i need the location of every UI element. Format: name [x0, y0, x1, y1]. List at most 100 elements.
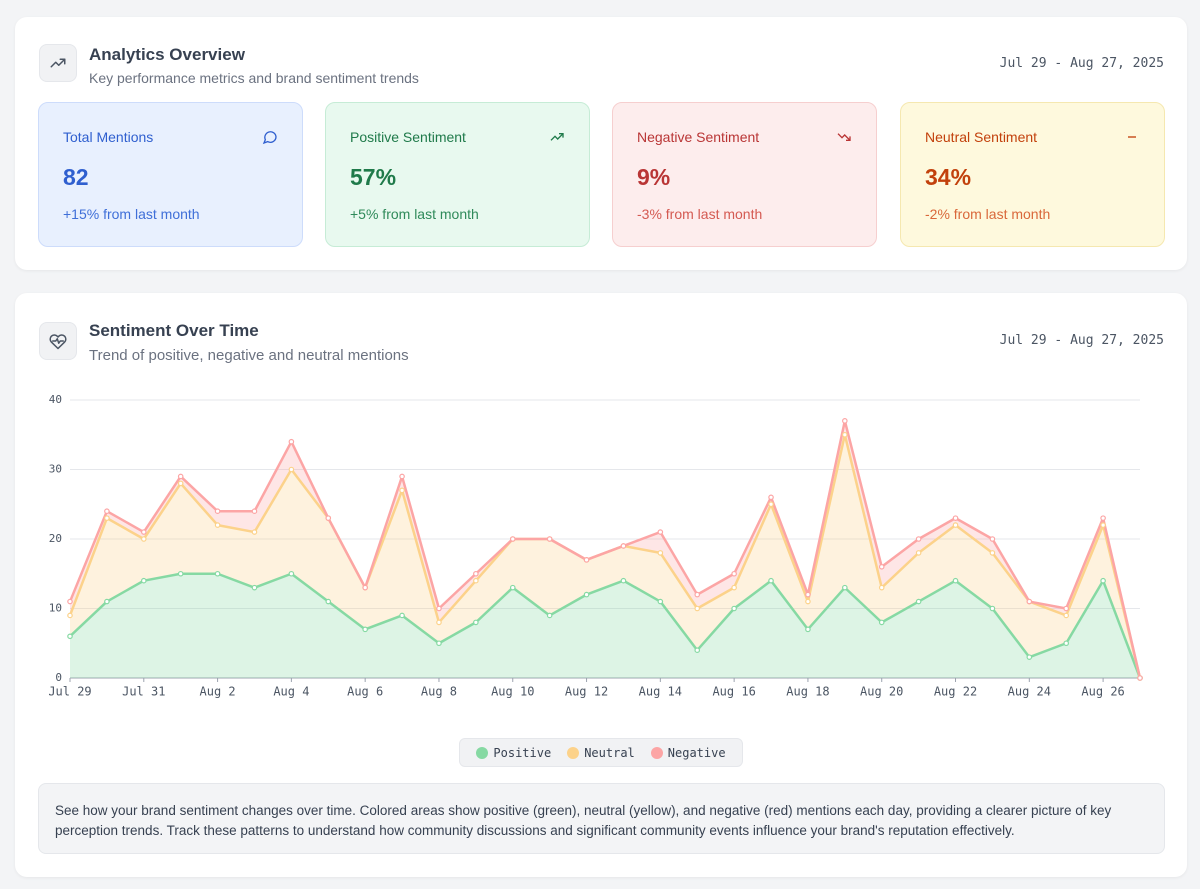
point: [1026, 654, 1033, 660]
stat-value: 82: [63, 164, 89, 190]
point: [399, 487, 405, 494]
legend-swatch: [476, 746, 489, 759]
point: [325, 598, 332, 605]
stat-change: +15% from last month: [63, 206, 200, 222]
point: [915, 598, 922, 605]
x-tick-label: Aug 10: [491, 685, 534, 699]
point: [251, 529, 258, 535]
legend-label: Neutral: [584, 745, 635, 760]
point: [214, 570, 221, 577]
stat-label: Positive Sentiment: [350, 129, 466, 145]
point: [473, 619, 479, 626]
point: [509, 584, 516, 591]
point: [952, 515, 959, 521]
point: [473, 570, 479, 577]
point: [288, 466, 295, 473]
point: [251, 584, 258, 591]
point: [399, 473, 405, 480]
x-tick-label: Aug 8: [421, 685, 457, 699]
point: [177, 480, 184, 487]
point: [214, 522, 221, 528]
stat-change: -3% from last month: [637, 206, 763, 222]
point: [67, 598, 73, 605]
point: [177, 473, 184, 480]
point: [731, 584, 737, 591]
point: [805, 598, 811, 605]
stat-value: 57%: [350, 164, 397, 190]
x-tick-label: Aug 20: [860, 685, 903, 699]
legend-item[interactable]: Neutral: [567, 746, 635, 760]
point: [436, 619, 442, 626]
chart-title: Sentiment Over Time: [89, 321, 259, 340]
stat-value: 34%: [925, 164, 972, 190]
overview-subtitle: Key performance metrics and brand sentim…: [89, 70, 419, 86]
stat-icon: [1128, 136, 1136, 138]
point: [620, 543, 627, 549]
chart-panel: Sentiment Over Time Trend of positive, n…: [15, 293, 1187, 877]
point: [1063, 612, 1070, 619]
point: [362, 584, 368, 591]
point: [1100, 522, 1106, 528]
point: [104, 508, 110, 515]
stat-icon: [837, 133, 851, 141]
stat-card: Negative Sentiment 9% -3% from last mont…: [612, 102, 877, 247]
y-tick-label: 20: [49, 532, 62, 545]
legend: Positive Neutral Negative: [459, 738, 743, 767]
point: [1063, 640, 1070, 647]
point: [805, 626, 811, 633]
point: [546, 612, 553, 619]
point: [104, 515, 110, 521]
point: [694, 591, 701, 598]
line: [68, 419, 1142, 679]
overview-icon: [39, 44, 77, 82]
stat-label: Neutral Sentiment: [925, 129, 1038, 145]
x-tick-label: Aug 14: [639, 685, 682, 699]
point: [989, 550, 996, 556]
point: [878, 564, 885, 570]
point: [842, 418, 848, 424]
legend-label: Negative: [667, 745, 726, 760]
x-tick-label: Aug 6: [347, 685, 383, 699]
point: [1100, 577, 1106, 584]
stat-label: Total Mentions: [63, 129, 154, 145]
point: [657, 529, 664, 535]
legend-item[interactable]: Positive: [476, 746, 551, 760]
stat-icon: [262, 131, 277, 145]
point: [140, 577, 147, 584]
point: [768, 501, 774, 508]
stat-value: 9%: [637, 164, 671, 190]
point: [989, 605, 996, 612]
stat-icon: [550, 133, 564, 141]
legend-item[interactable]: Negative: [650, 745, 726, 760]
point: [399, 612, 405, 619]
stat-change: +5% from last month: [350, 206, 479, 222]
point: [878, 619, 885, 626]
x-tick-label: Aug 2: [200, 685, 236, 699]
point: [878, 584, 885, 591]
x-tick-label: Jul 31: [122, 685, 165, 699]
x-tick-label: Jul 29: [48, 685, 91, 699]
point: [140, 536, 147, 542]
line: [69, 572, 1142, 679]
point: [842, 584, 848, 591]
point: [1026, 598, 1033, 605]
area: [70, 573, 1140, 678]
chart-subtitle: Trend of positive, negative and neutral …: [89, 347, 409, 364]
overview-title: Analytics Overview: [89, 45, 245, 64]
point: [731, 570, 737, 577]
stat-card: Positive Sentiment 57% +5% from last mon…: [325, 102, 590, 247]
legend-swatch: [650, 746, 663, 759]
point: [583, 557, 590, 563]
point: [509, 536, 516, 542]
point: [805, 591, 811, 598]
y-tick-label: 30: [49, 463, 62, 476]
stat-card: Neutral Sentiment 34% -2% from last mont…: [900, 102, 1165, 247]
point: [657, 550, 664, 556]
point: [768, 494, 774, 501]
x-tick-label: Aug 18: [786, 685, 829, 699]
point: [325, 515, 332, 521]
y-tick-label: 0: [55, 671, 62, 684]
point: [104, 598, 110, 605]
x-tick-label: Aug 26: [1081, 685, 1124, 699]
